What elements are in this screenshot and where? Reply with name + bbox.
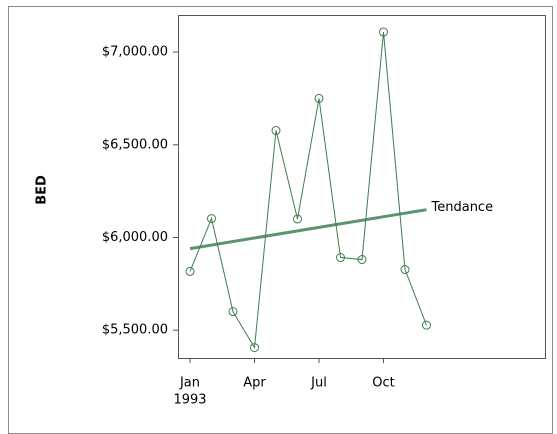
y-tick-label: $6,500.00 xyxy=(102,137,168,152)
data-point xyxy=(314,93,324,103)
x-tick-label: Jan xyxy=(179,376,200,391)
y-tick-label: $5,500.00 xyxy=(102,323,168,338)
y-tick-label: $7,000.00 xyxy=(102,45,168,60)
x-tick-label: Oct xyxy=(372,376,394,391)
data-point xyxy=(379,27,388,37)
trend-line xyxy=(189,208,427,251)
y-axis-label: BED xyxy=(35,175,50,205)
trend-label: Tendance xyxy=(431,200,494,215)
data-point xyxy=(228,307,238,317)
data-point xyxy=(271,126,281,136)
data-point xyxy=(336,253,345,263)
x-tick-label: Apr xyxy=(243,376,266,391)
data-line xyxy=(189,32,427,350)
data-point xyxy=(207,214,216,224)
data-point xyxy=(400,265,410,275)
data-point xyxy=(357,255,367,265)
data-point xyxy=(293,214,302,224)
y-tick-label: $6,000.00 xyxy=(102,230,168,245)
data-point xyxy=(422,320,431,330)
plot-area xyxy=(178,15,546,359)
data-point xyxy=(185,266,195,276)
x-tick-label: Jul xyxy=(310,376,327,391)
x-year-label: 1993 xyxy=(173,393,206,408)
data-point xyxy=(250,343,259,353)
